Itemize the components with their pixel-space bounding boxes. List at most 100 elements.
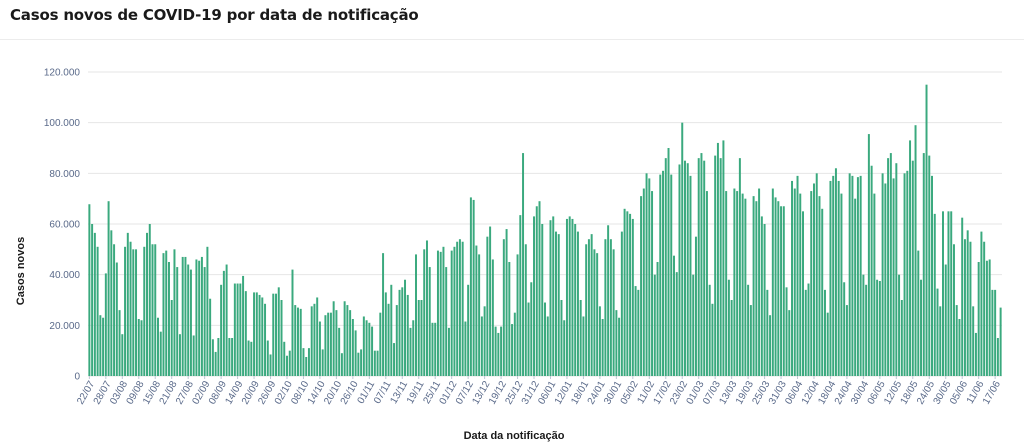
bar — [692, 274, 695, 376]
bar — [546, 316, 549, 376]
bar — [876, 279, 879, 376]
bar — [231, 338, 234, 376]
bar — [947, 211, 950, 376]
bar — [343, 301, 346, 376]
bar — [725, 191, 728, 376]
y-axis-ticks: 0 20.000 40.000 60.000 80.000 100.000 120.000 — [44, 68, 81, 383]
bar — [371, 326, 374, 376]
bar — [310, 306, 313, 376]
bar — [673, 255, 675, 376]
bar — [456, 241, 459, 376]
bar — [777, 201, 780, 376]
bar — [810, 191, 813, 376]
bar — [110, 230, 113, 376]
bar — [988, 259, 991, 376]
bar — [124, 246, 127, 376]
y-tick-label: 20.000 — [49, 321, 80, 332]
bar — [425, 240, 428, 376]
bar — [917, 250, 920, 376]
bar — [516, 254, 519, 376]
bar — [694, 236, 697, 376]
bar — [143, 246, 146, 376]
bar — [469, 197, 472, 376]
bar — [714, 155, 717, 376]
bar — [453, 246, 456, 376]
bar — [417, 300, 420, 376]
bar — [856, 177, 859, 376]
bar — [598, 306, 601, 376]
bar — [464, 321, 467, 376]
bar — [637, 289, 640, 376]
bar — [206, 246, 209, 376]
bar — [972, 306, 975, 376]
bar — [187, 264, 190, 376]
bar — [727, 279, 730, 376]
bar — [826, 312, 829, 376]
bar — [708, 284, 711, 376]
bar — [445, 267, 448, 376]
bar — [118, 310, 121, 376]
bar — [711, 303, 714, 376]
bar — [107, 201, 110, 376]
bar — [173, 249, 176, 376]
bar — [870, 165, 873, 376]
bar — [338, 327, 341, 376]
bar — [837, 180, 840, 376]
bar — [513, 312, 516, 376]
bar — [670, 174, 673, 376]
bar — [302, 348, 305, 376]
bar — [489, 226, 492, 376]
bar — [974, 332, 977, 376]
bar — [305, 357, 308, 376]
bar — [763, 224, 766, 376]
bar — [815, 173, 818, 376]
bar — [511, 324, 514, 376]
y-tick-label: 0 — [74, 372, 80, 383]
bar — [554, 231, 557, 376]
bar — [565, 218, 568, 376]
bar — [327, 312, 330, 376]
bar — [774, 197, 777, 376]
bar — [393, 343, 396, 376]
bar — [313, 303, 316, 376]
bar — [272, 293, 275, 376]
bar — [620, 231, 623, 376]
bar — [653, 274, 656, 376]
bar — [952, 244, 955, 376]
bar — [113, 244, 116, 376]
bar — [494, 326, 497, 376]
bar — [280, 300, 283, 376]
bar — [963, 239, 966, 376]
y-tick-label: 60.000 — [49, 220, 80, 231]
bar — [475, 245, 478, 376]
bar — [198, 260, 201, 376]
bar — [601, 319, 604, 376]
bar — [522, 153, 525, 376]
bar — [983, 241, 986, 376]
bar — [966, 230, 969, 376]
bar — [832, 175, 835, 376]
bar — [859, 175, 862, 376]
bar — [530, 282, 533, 376]
bar — [360, 349, 363, 376]
bar — [195, 259, 198, 376]
bar — [623, 208, 626, 376]
bar — [898, 274, 901, 376]
bar — [486, 236, 489, 376]
bar — [642, 188, 645, 376]
bar — [535, 206, 538, 376]
bar — [593, 249, 596, 376]
bar — [222, 270, 225, 376]
bar — [200, 256, 203, 376]
bar — [738, 158, 741, 376]
bar — [244, 291, 247, 376]
bar — [760, 216, 763, 376]
bar — [585, 244, 588, 376]
bar — [167, 262, 170, 376]
bar — [722, 140, 725, 376]
bar — [228, 338, 231, 376]
bar — [209, 298, 212, 376]
bar — [159, 331, 162, 376]
bar — [286, 355, 288, 376]
bar — [799, 193, 802, 376]
